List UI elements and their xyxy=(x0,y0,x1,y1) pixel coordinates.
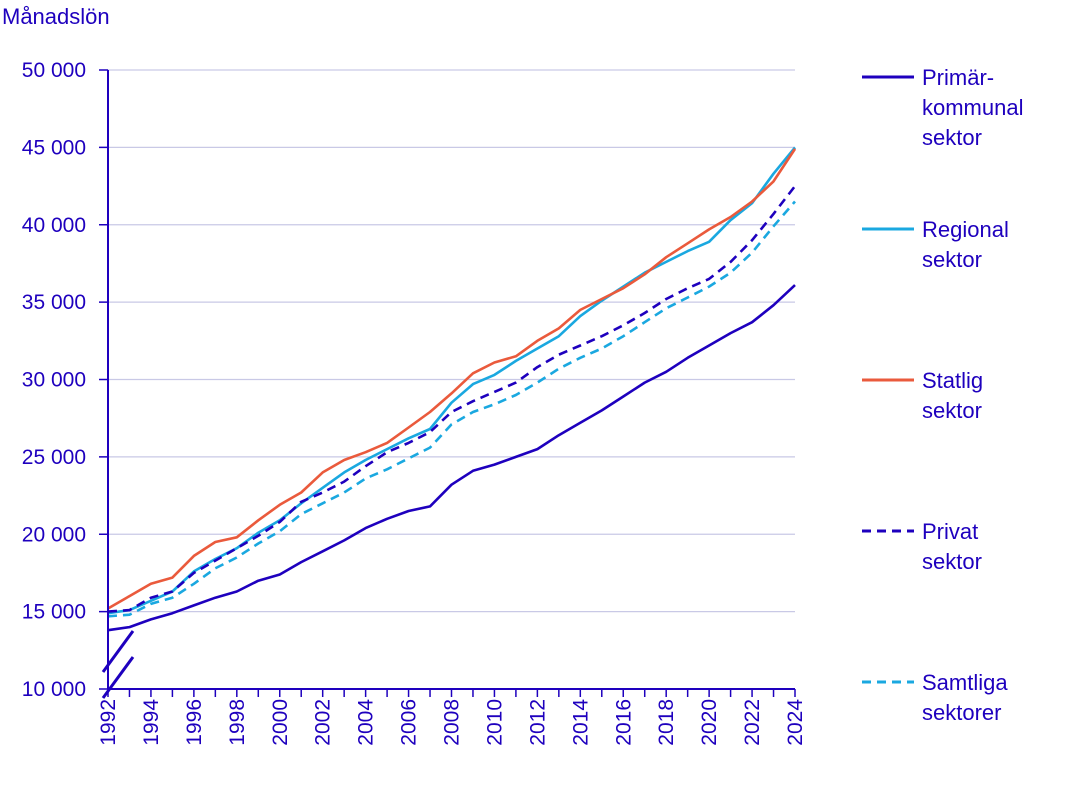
y-tick-label: 45 000 xyxy=(22,136,86,159)
legend-label: sektor xyxy=(922,247,982,272)
series-line-0 xyxy=(107,284,796,632)
legend-label: sektor xyxy=(922,398,982,423)
x-tick-label: 2022 xyxy=(741,699,764,746)
y-tick-label: 35 000 xyxy=(22,291,86,314)
y-tick-label: 20 000 xyxy=(22,523,86,546)
legend-label: sektor xyxy=(922,125,982,150)
y-tick-label: 15 000 xyxy=(22,601,86,624)
x-tick-label: 1996 xyxy=(183,699,206,746)
x-tick-label: 2014 xyxy=(569,699,592,746)
series-line-4 xyxy=(107,200,796,618)
legend: Primär-kommunal sektor Regional sektor Statl… xyxy=(862,65,1023,725)
legend-label: Samtliga xyxy=(922,670,1008,695)
legend-label: Privat xyxy=(922,519,978,544)
x-tick-label: 2012 xyxy=(526,699,549,746)
series-line-3 xyxy=(107,185,797,613)
legend-label: kommunal xyxy=(922,95,1023,120)
x-tick-label: 2008 xyxy=(441,699,464,746)
x-tick-label: 2010 xyxy=(483,699,506,746)
legend-label: Statlig xyxy=(922,368,983,393)
y-tick-label: 50 000 xyxy=(22,59,86,82)
x-tick-label: 2006 xyxy=(398,699,421,746)
y-tick-label: 25 000 xyxy=(22,446,86,469)
legend-label: sektorer xyxy=(922,700,1001,725)
x-tick-label: 1998 xyxy=(226,699,249,746)
y-tick-label: 30 000 xyxy=(22,369,86,392)
axis-break-mark xyxy=(101,630,135,673)
x-tick-label: 2000 xyxy=(269,699,292,746)
y-tick-label: 10 000 xyxy=(22,678,86,701)
x-tick-label: 2020 xyxy=(698,699,721,746)
legend-label: sektor xyxy=(922,549,982,574)
x-tick-label: 2002 xyxy=(312,699,335,746)
legend-label: Regional xyxy=(922,217,1009,242)
y-tick-label: 40 000 xyxy=(22,214,86,237)
series-line-1 xyxy=(107,146,797,615)
x-tick-label: 2018 xyxy=(655,699,678,746)
x-tick-label: 2024 xyxy=(784,699,807,746)
x-tick-label: 2004 xyxy=(355,699,378,746)
y-axis-title: Månadslön xyxy=(2,4,110,29)
x-tick-label: 2016 xyxy=(612,699,635,746)
series-lines xyxy=(107,146,797,632)
x-tick-label: 1992 xyxy=(97,699,120,746)
axes: 10 000 15 000 20 000 25 000 30 000 35 000 40 0… xyxy=(22,59,807,746)
gridlines xyxy=(108,69,795,613)
series-line-2 xyxy=(107,148,797,610)
legend-label: Primär- xyxy=(922,65,994,90)
x-tick-label: 1994 xyxy=(140,699,163,746)
